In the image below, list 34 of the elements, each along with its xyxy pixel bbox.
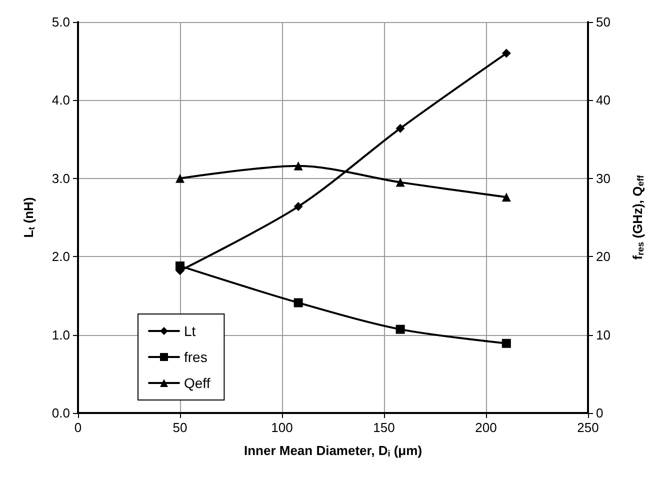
y2-tick-label: 30 [596,170,610,186]
y2-tick-label: 10 [596,327,610,342]
point [176,174,184,183]
point [294,298,303,308]
point [502,48,511,58]
y2-tick-label: 0 [596,406,604,420]
y2-tick-label: 50 [596,14,610,30]
y-tick-label: 1.0 [52,327,70,342]
x-tick-label: 250 [577,420,599,435]
y-tick-label: 0.0 [52,406,70,420]
x-tick-label: 150 [373,420,395,435]
x-tick-label: 50 [172,420,188,435]
y-tick-label: 5.0 [52,14,70,30]
legend-label: Qeff [184,375,210,391]
y-tick-label: 3.0 [52,170,70,186]
y2-axis-title: fres (GHz), Qeff [630,174,646,260]
point [176,261,184,270]
x-tick-label: 0 [74,420,82,435]
point [502,192,511,202]
point [502,338,511,348]
legend-label: fres [184,349,208,365]
y-tick-label: 4.0 [52,92,70,108]
y-tick-label: 2.0 [52,249,70,264]
point [294,202,303,212]
y-axis-title: Lt (nH) [21,197,36,238]
y2-tick-label: 40 [596,92,610,108]
x-tick-label: 200 [475,420,497,435]
y2-tick-label: 20 [596,249,610,264]
point [396,324,405,334]
point [294,161,303,170]
point [396,178,405,187]
x-tick-label: 100 [271,420,293,435]
point [396,124,405,133]
legend-label: Lt [184,323,196,339]
